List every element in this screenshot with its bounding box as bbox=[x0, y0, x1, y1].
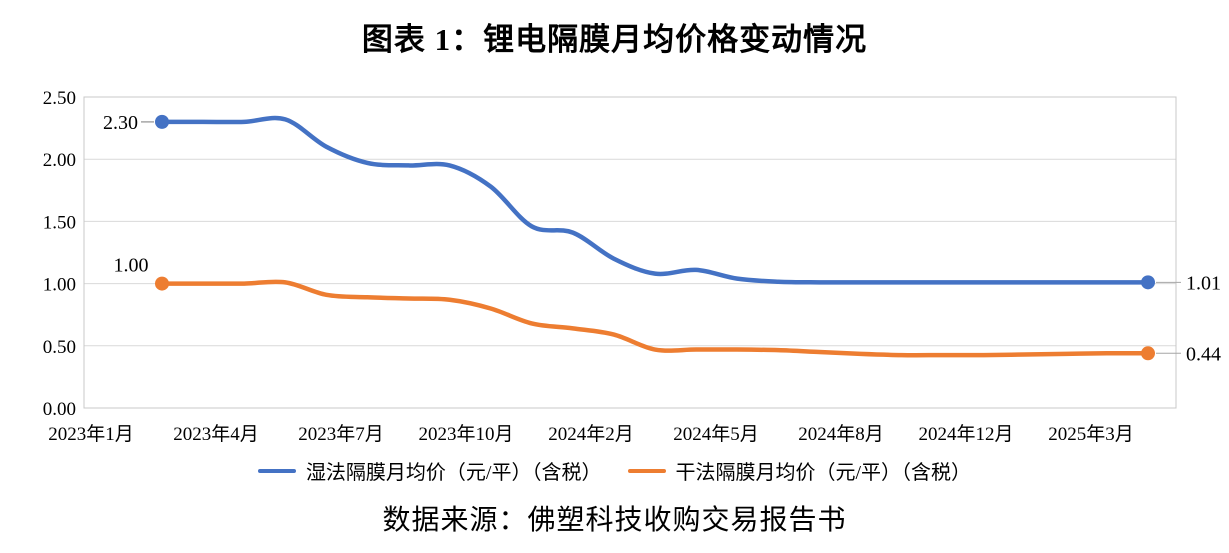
legend-label: 湿法隔膜月均价（元/平）（含税） bbox=[305, 462, 602, 484]
series-dry-line bbox=[159, 279, 1151, 358]
x-tick-label: 2024年12月 bbox=[918, 423, 1013, 445]
legend-item: 湿法隔膜月均价（元/平）（含税） bbox=[257, 456, 602, 485]
y-tick-label: 2.00 bbox=[43, 150, 76, 171]
x-tick-label: 2025年3月 bbox=[1048, 423, 1134, 445]
x-tick-label: 2024年2月 bbox=[548, 423, 634, 445]
x-tick-label: 2023年7月 bbox=[298, 423, 384, 445]
y-tick-label: 0.00 bbox=[43, 399, 76, 420]
series-end-marker bbox=[1141, 275, 1155, 290]
y-tick-label: 0.50 bbox=[43, 337, 76, 358]
x-tick-label: 2023年4月 bbox=[173, 423, 259, 445]
y-tick-label: 2.50 bbox=[43, 88, 76, 109]
line-chart: 2.50 2.00 1.50 1.00 0.50 0.00 2023年1月 2023年4月 20… bbox=[43, 88, 1221, 445]
series-start-label: 1.00 bbox=[114, 255, 149, 277]
x-tick-label: 2024年5月 bbox=[673, 423, 759, 445]
series-wet-line bbox=[159, 115, 1151, 285]
x-tick-label: 2023年10月 bbox=[418, 423, 513, 445]
series-end-label: 0.44 bbox=[1186, 343, 1221, 365]
series-start-marker bbox=[155, 114, 169, 129]
legend-swatch bbox=[627, 468, 666, 473]
plot-border bbox=[83, 96, 1177, 409]
series-start-marker bbox=[155, 276, 169, 291]
y-tick-label: 1.50 bbox=[43, 212, 76, 233]
chart-legend: 湿法隔膜月均价（元/平）（含税） 干法隔膜月均价（元/平）（含税） bbox=[0, 456, 1229, 485]
data-source: 数据来源：佛塑科技收购交易报告书 bbox=[382, 505, 847, 536]
x-tick-label: 2024年8月 bbox=[798, 423, 884, 445]
x-tick-label: 2023年1月 bbox=[48, 423, 134, 445]
legend-label: 干法隔膜月均价（元/平）（含税） bbox=[675, 462, 972, 484]
series-end-marker bbox=[1141, 346, 1155, 361]
series-start-label: 2.30 bbox=[103, 112, 138, 134]
y-tick-label: 1.00 bbox=[43, 275, 76, 296]
chart-title: 图表 1：锂电隔膜月均价格变动情况 bbox=[361, 22, 868, 57]
series-end-label: 1.01 bbox=[1186, 272, 1221, 294]
legend-swatch bbox=[257, 468, 296, 473]
legend-item: 干法隔膜月均价（元/平）（含税） bbox=[627, 456, 972, 485]
